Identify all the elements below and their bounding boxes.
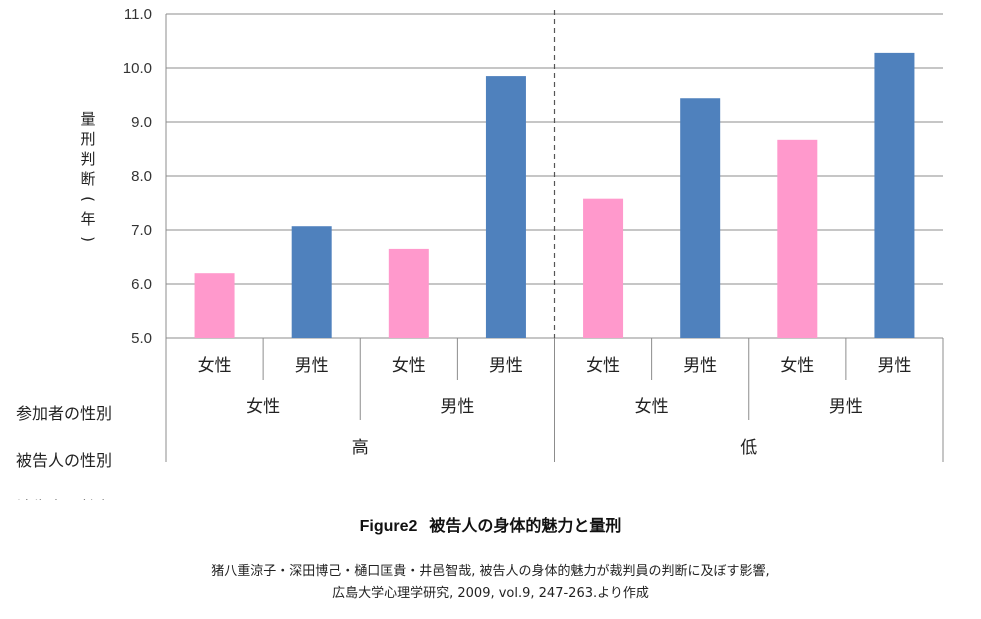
y-axis-ticks: 5.0 6.0 7.0 8.0 9.0 10.0 11.0	[123, 6, 152, 347]
y-axis-label-char: 断	[80, 170, 95, 188]
y-axis-label-char: 刑	[80, 130, 95, 148]
attractiveness-label: 高	[352, 438, 369, 458]
participant-sex-label: 女性	[635, 397, 669, 417]
y-axis-label-char: 年	[80, 210, 95, 228]
defendant-sex-label: 女性	[586, 356, 620, 376]
bar	[680, 98, 721, 339]
y-axis-label-char: )	[79, 236, 97, 242]
defendant-sex-label: 女性	[198, 356, 232, 376]
row-label: 被告人の魅力	[16, 498, 112, 500]
bar	[583, 198, 624, 338]
bars	[194, 52, 915, 339]
y-axis-label-char: (	[79, 196, 97, 202]
y-tick-label: 9.0	[131, 114, 152, 131]
bar	[291, 226, 332, 338]
source-citation-line-2: 広島大学心理学研究, 2009, vol.9, 247-263.より作成	[332, 586, 649, 601]
defendant-sex-label: 男性	[877, 356, 911, 376]
bar	[777, 139, 818, 338]
row-label: 参加者の性別	[16, 404, 112, 423]
row-label: 被告人の性別	[16, 451, 112, 470]
bar-chart: 5.06.07.08.09.010.011.0 女性 男性 女性 男性 女性 男性 女性 男性…	[16, 6, 944, 500]
row-labels: 参加者の性別被告人の性別被告人の魅力	[16, 404, 112, 500]
participant-sex-label: 女性	[246, 397, 280, 417]
y-axis-label-char: 判	[80, 150, 95, 168]
y-tick-label: 8.0	[131, 168, 152, 185]
defendant-sex-label: 女性	[780, 356, 814, 376]
figure-number: Figure2	[359, 518, 418, 535]
y-tick-label: 5.0	[131, 330, 152, 347]
category-labels: 女性 男性 女性 男性 女性 男性 女性 男性女性 男性 女性 男性高低	[198, 356, 912, 458]
figure-title-text: 被告人の身体的魅力と量刑	[429, 516, 622, 535]
attractiveness-label: 低	[740, 438, 757, 458]
source-citation-line-1: 猪八重涼子・深田博己・樋口匡貴・井邑智哉, 被告人の身体的魅力が裁判員の判断に及…	[211, 564, 770, 579]
axis-lines	[165, 10, 944, 462]
y-tick-label: 11.0	[124, 6, 152, 23]
bar	[485, 76, 526, 338]
y-tick-label: 10.0	[123, 60, 152, 77]
defendant-sex-label: 男性	[295, 356, 329, 376]
participant-sex-label: 男性	[440, 397, 474, 417]
y-tick-label: 7.0	[131, 222, 152, 239]
figure-title: Figure2 被告人の身体的魅力と量刑	[0, 512, 981, 536]
bar	[388, 248, 429, 338]
bar	[194, 273, 235, 338]
y-tick-label: 6.0	[131, 276, 152, 293]
participant-sex-label: 男性	[829, 397, 863, 417]
y-axis-label-char: 量	[80, 110, 95, 128]
defendant-sex-label: 男性	[683, 356, 717, 376]
defendant-sex-label: 女性	[392, 356, 426, 376]
bar	[874, 52, 915, 338]
defendant-sex-label: 男性	[489, 356, 523, 376]
